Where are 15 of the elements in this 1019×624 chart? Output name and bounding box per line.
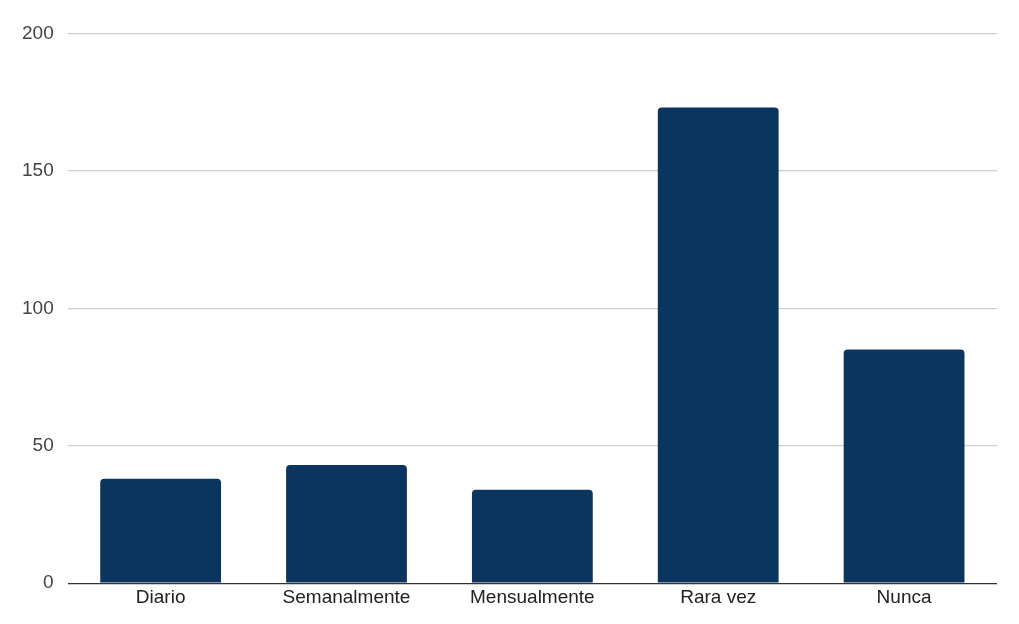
- y-tick-label: 0: [43, 571, 54, 593]
- bar: [100, 478, 222, 583]
- bar: [843, 349, 965, 583]
- bar: [657, 107, 779, 583]
- x-tick-label: Semanalmente: [282, 585, 411, 607]
- bar: [471, 489, 593, 583]
- x-tick-label: Nunca: [876, 585, 932, 607]
- y-tick-label: 150: [22, 159, 54, 181]
- x-tick-label: Diario: [135, 585, 186, 607]
- y-tick-label: 100: [22, 296, 54, 318]
- x-tick-label: Rara vez: [680, 585, 757, 607]
- x-tick-label: Mensualmente: [470, 585, 595, 607]
- y-tick-label: 200: [22, 21, 54, 43]
- y-tick-label: 50: [32, 433, 54, 455]
- bar: [286, 464, 407, 583]
